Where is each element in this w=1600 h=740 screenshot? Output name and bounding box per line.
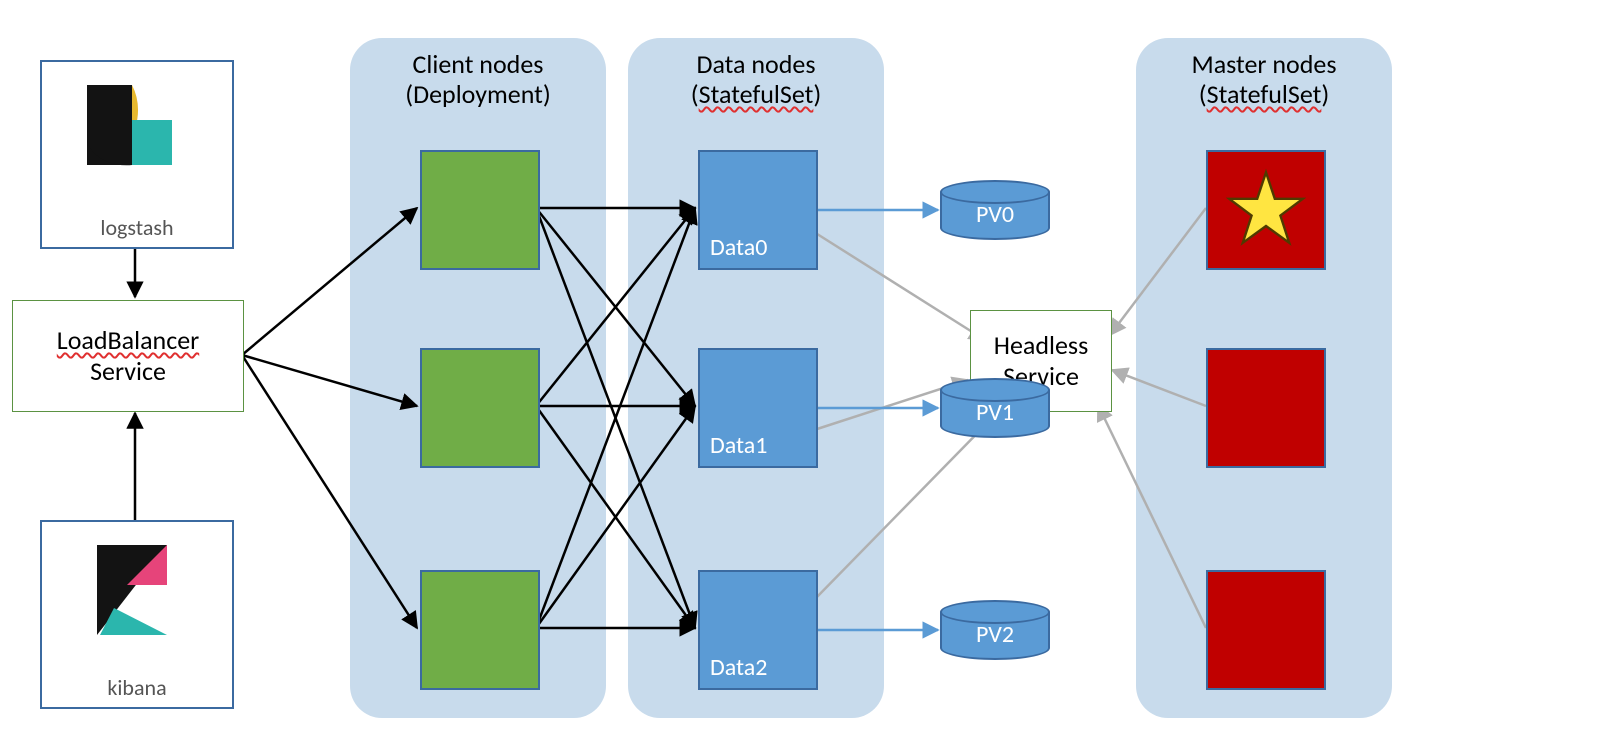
group-master-title: Master nodes (StatefulSet): [1136, 50, 1392, 110]
group-master-title-line2: StatefulSet: [1207, 78, 1322, 110]
star-icon: [1226, 168, 1306, 248]
data-node-label-2: Data2: [710, 653, 767, 682]
logstash-box: logstash: [40, 60, 234, 249]
group-master-title-line1: Master nodes: [1191, 48, 1336, 80]
client-node-0: [420, 150, 540, 270]
loadbalancer-box: LoadBalancer Service: [12, 300, 244, 412]
data-node-label-1: Data1: [710, 431, 767, 460]
data-node-1: Data1: [698, 348, 818, 468]
logstash-label: logstash: [42, 214, 232, 241]
master-node-1: [1206, 348, 1326, 468]
data-node-2: Data2: [698, 570, 818, 690]
master-node-0: [1206, 150, 1326, 270]
pv-0: PV0: [940, 180, 1050, 240]
pv-label-1: PV1: [940, 398, 1050, 427]
group-data-title-line2: StatefulSet: [699, 78, 814, 110]
group-client-title-line1: Client nodes: [413, 48, 544, 80]
logstash-icon: [77, 80, 187, 190]
client-node-1: [420, 348, 540, 468]
pv-2: PV2: [940, 600, 1050, 660]
client-node-2: [420, 570, 540, 690]
group-data-title: Data nodes (StatefulSet): [628, 50, 884, 110]
headless-line1: Headless: [994, 329, 1089, 361]
group-client-title-line2: Deployment: [413, 78, 543, 110]
data-node-label-0: Data0: [710, 233, 767, 262]
loadbalancer-text: LoadBalancer Service: [57, 325, 199, 387]
pv-label-2: PV2: [940, 620, 1050, 649]
kibana-box: kibana: [40, 520, 234, 709]
pv-label-0: PV0: [940, 200, 1050, 229]
data-node-0: Data0: [698, 150, 818, 270]
loadbalancer-line1: LoadBalancer: [57, 324, 199, 356]
group-client-title: Client nodes (Deployment): [350, 50, 606, 110]
diagram-stage: Client nodes (Deployment) Data nodes (St…: [0, 0, 1600, 740]
kibana-icon: [92, 540, 182, 640]
pv-1: PV1: [940, 378, 1050, 438]
kibana-label: kibana: [42, 674, 232, 701]
loadbalancer-line2: Service: [90, 355, 166, 387]
master-node-2: [1206, 570, 1326, 690]
group-data-title-line1: Data nodes: [696, 48, 815, 80]
